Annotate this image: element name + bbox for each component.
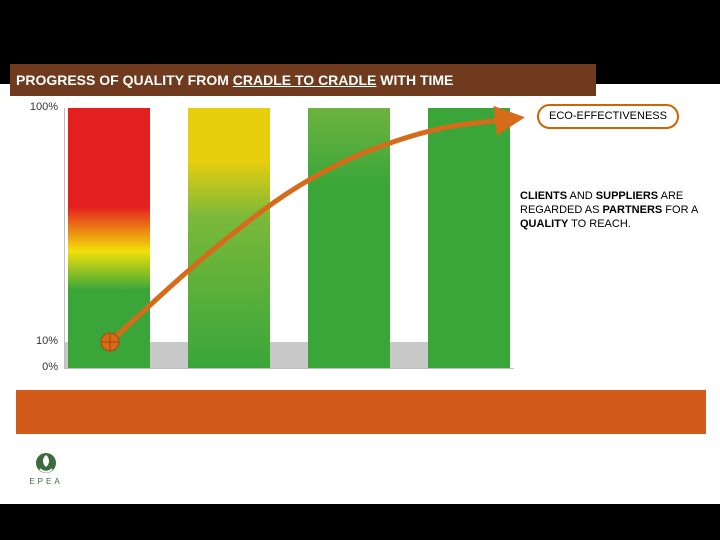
y-axis-label: 0%	[24, 361, 58, 373]
y-axis-label: 100%	[24, 101, 58, 113]
eco-effectiveness-label: ECO-EFFECTIVENESS	[537, 104, 679, 129]
progress-curve	[20, 102, 520, 382]
epea-logo: EPEA	[24, 451, 68, 486]
slide: PROGRESS OF QUALITY FROM CRADLE TO CRADL…	[0, 84, 720, 504]
clients-suppliers-text: CLIENTS AND SUPPLIERS ARE REGARDED AS PA…	[520, 190, 710, 231]
title-text: PROGRESS OF QUALITY FROM CRADLE TO CRADL…	[16, 72, 453, 88]
title-bar: PROGRESS OF QUALITY FROM CRADLE TO CRADL…	[10, 64, 596, 96]
y-axis-label: 10%	[24, 335, 58, 347]
chart: 100% 10% 0%	[20, 102, 520, 382]
epea-logo-text: EPEA	[24, 477, 68, 486]
bottom-orange-bar	[16, 390, 706, 434]
